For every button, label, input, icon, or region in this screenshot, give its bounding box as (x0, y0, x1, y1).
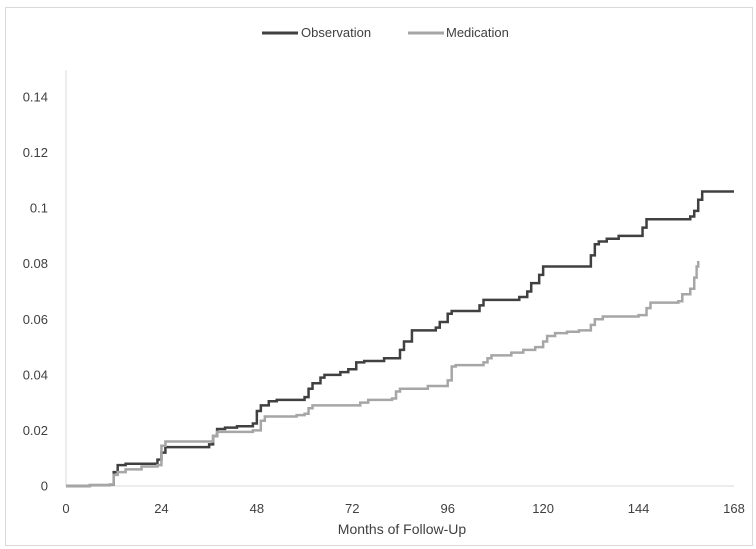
chart-frame (5, 7, 753, 546)
x-tick-label: 72 (345, 501, 359, 516)
y-tick-label: 0.1 (30, 201, 48, 216)
y-tick-label: 0.14 (23, 90, 48, 105)
x-tick-label: 48 (250, 501, 264, 516)
x-tick-label: 120 (532, 501, 554, 516)
y-tick-label: 0.02 (23, 423, 48, 438)
y-tick-label: 0.04 (23, 367, 48, 382)
y-tick-label: 0.06 (23, 312, 48, 327)
legend: Observation Medication (262, 25, 509, 40)
legend-label-observation: Observation (301, 25, 371, 40)
x-tick-labels: 0 24 48 72 96 120 144 168 (62, 501, 744, 516)
series-line-observation (66, 190, 734, 488)
series-line-medication (66, 260, 700, 488)
x-tick-label: 96 (440, 501, 454, 516)
series-lines (66, 190, 734, 488)
x-tick-label: 24 (154, 501, 168, 516)
x-tick-label: 144 (628, 501, 650, 516)
x-axis-title: Months of Follow-Up (338, 521, 467, 537)
x-tick-label: 168 (723, 501, 745, 516)
y-tick-labels: 0 0.02 0.04 0.06 0.08 0.1 0.12 0.14 (23, 90, 48, 494)
y-tick-label: 0.12 (23, 145, 48, 160)
x-tick-label: 0 (62, 501, 69, 516)
y-tick-label: 0.08 (23, 256, 48, 271)
legend-label-medication: Medication (446, 25, 509, 40)
y-tick-label: 0 (41, 479, 48, 494)
